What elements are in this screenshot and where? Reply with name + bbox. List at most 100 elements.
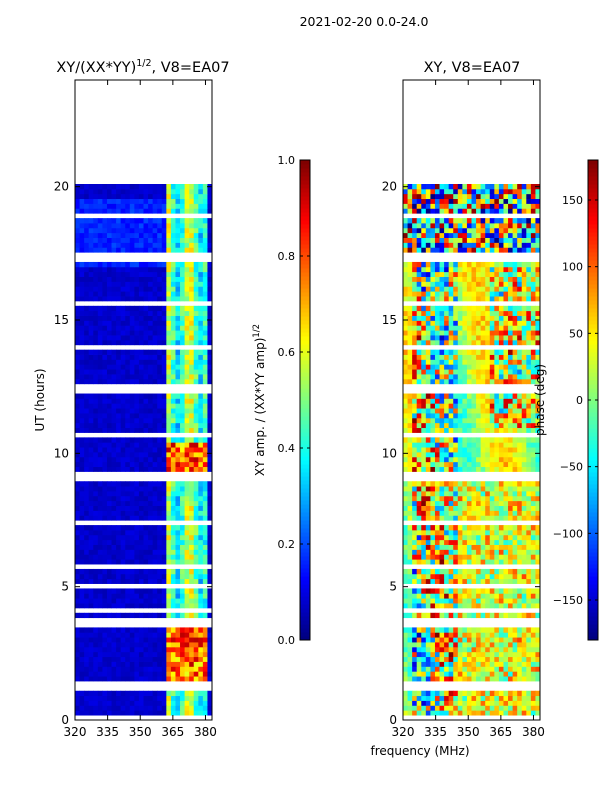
heatmap-cell — [189, 354, 195, 360]
heatmap-cell — [448, 364, 454, 370]
heatmap-cell — [93, 242, 99, 248]
heatmap-cell — [170, 690, 176, 697]
heatmap-cell — [166, 232, 172, 238]
colorbar-swatch — [300, 416, 310, 421]
heatmap-cell — [93, 486, 99, 492]
heatmap-cell — [170, 369, 176, 375]
heatmap-cell — [79, 539, 85, 545]
heatmap-cell — [535, 646, 541, 653]
heatmap-cell — [530, 369, 536, 375]
heatmap-cell — [134, 325, 140, 331]
heatmap-cell — [161, 690, 167, 697]
heatmap-cell — [75, 593, 80, 599]
heatmap-cell — [521, 369, 527, 375]
heatmap-cell — [138, 393, 144, 399]
heatmap-cell — [508, 461, 513, 468]
heatmap-cell — [412, 374, 418, 380]
heatmap-cell — [535, 335, 541, 341]
heatmap-cell — [157, 549, 163, 555]
heatmap-cell — [480, 593, 486, 599]
heatmap-cell — [407, 305, 413, 312]
heatmap-cell — [161, 510, 167, 516]
heatmap-cell — [430, 515, 436, 521]
heatmap-cell — [134, 427, 140, 433]
heatmap-cell — [116, 544, 122, 550]
heatmap-cell — [138, 549, 144, 555]
heatmap-cell — [466, 676, 472, 682]
heatmap-cell — [403, 637, 408, 643]
heatmap-cell — [97, 490, 103, 497]
heatmap-cell — [111, 544, 117, 550]
heatmap-cell — [471, 632, 477, 638]
heatmap-cell — [184, 578, 190, 584]
heatmap-cell — [489, 666, 495, 672]
heatmap-cell — [125, 637, 131, 643]
heatmap-cell — [526, 354, 532, 360]
heatmap-cell — [434, 676, 440, 682]
heatmap-cell — [111, 276, 117, 282]
heatmap-cell — [434, 568, 440, 575]
heatmap-cell — [138, 700, 144, 706]
heatmap-cell — [134, 261, 140, 268]
heatmap-cell — [129, 305, 135, 312]
heatmap-cell — [471, 374, 477, 380]
heatmap-cell — [521, 666, 527, 672]
heatmap-cell — [161, 495, 167, 502]
heatmap-cell — [88, 505, 94, 511]
heatmap-cell — [198, 315, 204, 321]
heatmap-cell — [148, 466, 154, 472]
heatmap-cell — [129, 539, 135, 545]
heatmap-cell — [116, 403, 122, 409]
heatmap-cell — [134, 447, 140, 453]
heatmap-cell — [448, 651, 454, 658]
heatmap-cell — [180, 442, 185, 448]
heatmap-cell — [129, 286, 135, 292]
heatmap-cell — [535, 656, 541, 662]
heatmap-cell — [166, 242, 172, 248]
heatmap-cell — [116, 632, 122, 638]
heatmap-cell — [79, 690, 85, 697]
heatmap-cell — [106, 568, 112, 575]
heatmap-cell — [97, 188, 103, 195]
heatmap-cell — [116, 291, 122, 297]
heatmap-cell — [148, 335, 154, 341]
heatmap-cell — [88, 437, 94, 443]
heatmap-cell — [111, 266, 117, 273]
heatmap-cell — [166, 627, 172, 633]
heatmap-cell — [84, 559, 90, 565]
heatmap-cell — [189, 490, 195, 497]
heatmap-cell — [125, 325, 131, 331]
heatmap-cell — [189, 651, 195, 658]
heatmap-cell — [189, 447, 195, 453]
heatmap-cell — [202, 203, 208, 209]
heatmap-cell — [416, 452, 422, 458]
heatmap-cell — [462, 539, 468, 545]
heatmap-cell — [407, 310, 413, 316]
heatmap-cell — [193, 666, 199, 672]
heatmap-cell — [439, 369, 445, 375]
heatmap-cell — [138, 335, 144, 341]
heatmap-cell — [416, 500, 422, 506]
heatmap-cell — [97, 646, 103, 653]
heatmap-cell — [111, 461, 117, 468]
heatmap-cell — [462, 481, 468, 487]
heatmap-cell — [457, 330, 463, 336]
heatmap-cell — [517, 335, 523, 341]
heatmap-cell — [134, 208, 140, 214]
heatmap-cell — [480, 637, 486, 643]
heatmap-cell — [503, 568, 509, 575]
heatmap-cell — [189, 539, 195, 545]
heatmap-cell — [129, 408, 135, 414]
heatmap-cell — [485, 417, 491, 424]
heatmap-cell — [180, 378, 185, 385]
heatmap-cell — [166, 335, 172, 341]
heatmap-cell — [143, 369, 149, 375]
heatmap-cell — [517, 437, 523, 443]
heatmap-cell — [84, 188, 90, 195]
heatmap-cell — [157, 568, 163, 575]
heatmap-cell — [521, 495, 527, 502]
x-tick-label: 335 — [96, 725, 119, 739]
heatmap-cell — [88, 651, 94, 658]
heatmap-cell — [471, 676, 477, 682]
heatmap-cell — [175, 554, 181, 560]
